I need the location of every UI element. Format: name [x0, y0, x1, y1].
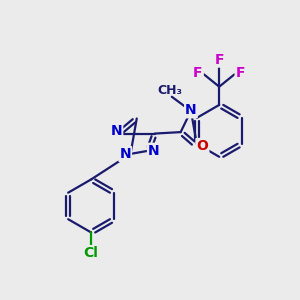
Text: CH₃: CH₃ — [157, 84, 182, 97]
Text: N: N — [119, 147, 131, 161]
Text: F: F — [236, 66, 245, 80]
Text: N: N — [185, 103, 197, 117]
Text: N: N — [148, 144, 160, 158]
Text: N: N — [111, 124, 122, 138]
Text: O: O — [196, 139, 208, 153]
Text: F: F — [214, 52, 224, 67]
Text: F: F — [193, 66, 203, 80]
Text: Cl: Cl — [84, 246, 98, 260]
